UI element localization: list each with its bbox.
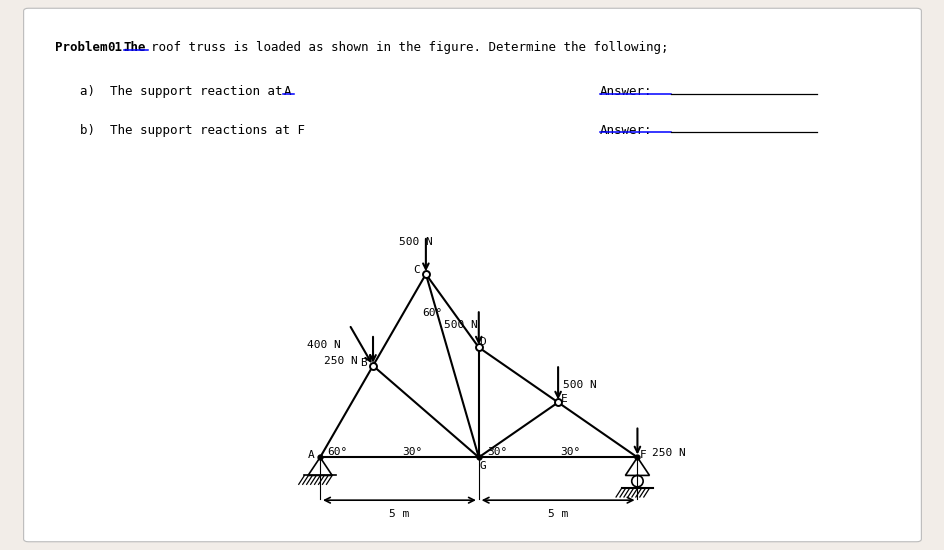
Text: 500 N: 500 N — [563, 380, 597, 390]
Text: A: A — [283, 85, 291, 98]
Text: roof truss is loaded as shown in the figure. Determine the following;: roof truss is loaded as shown in the fig… — [151, 41, 668, 54]
Text: 250 N: 250 N — [651, 448, 685, 458]
Text: A: A — [308, 450, 314, 460]
Text: B: B — [360, 358, 366, 368]
Text: Problem: Problem — [55, 41, 114, 54]
Text: 01.: 01. — [107, 41, 129, 54]
Text: 30°: 30° — [560, 447, 581, 456]
Text: 30°: 30° — [487, 447, 508, 456]
Text: G: G — [479, 461, 485, 471]
Text: b)  The support reactions at F: b) The support reactions at F — [80, 124, 305, 137]
Text: 60°: 60° — [328, 447, 347, 456]
Text: 5 m: 5 m — [548, 509, 567, 519]
Text: a)  The support reaction at: a) The support reaction at — [80, 85, 290, 98]
Text: 500 N: 500 N — [444, 320, 478, 330]
Text: Answer:: Answer: — [599, 85, 652, 98]
Text: 500 N: 500 N — [399, 238, 432, 248]
Text: The: The — [124, 41, 146, 54]
Text: E: E — [560, 394, 566, 404]
Text: 400 N: 400 N — [307, 340, 341, 350]
Text: 250 N: 250 N — [324, 356, 358, 366]
Text: 30°: 30° — [401, 447, 422, 456]
Text: 5 m: 5 m — [389, 509, 409, 519]
Text: 60°: 60° — [422, 308, 443, 318]
Text: Answer:: Answer: — [599, 124, 652, 137]
Text: F: F — [639, 450, 646, 460]
Text: C: C — [413, 265, 419, 276]
Text: D: D — [479, 337, 485, 346]
